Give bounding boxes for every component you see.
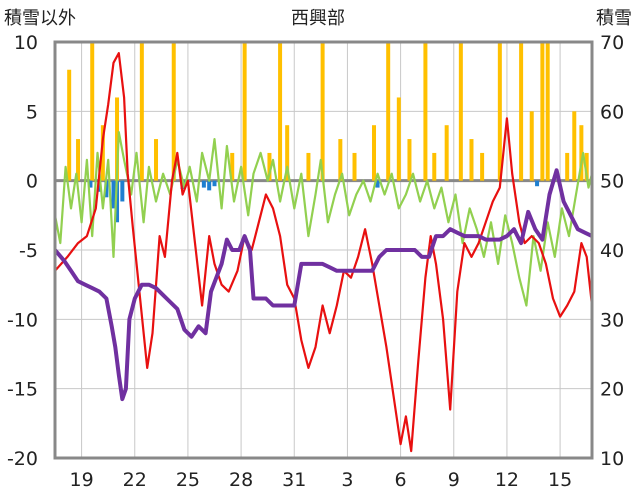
x-axis-ticks: 19 22 25 28 31 3 6 9 12 15: [69, 469, 572, 491]
temperature-line: [54, 51, 594, 453]
negative-bar: [535, 180, 540, 187]
negative-bar: [97, 180, 102, 192]
x-tick-label: 3: [341, 469, 353, 491]
x-tick-label: 28: [229, 469, 253, 491]
bar-series: [67, 42, 589, 223]
precip-bar: [115, 97, 120, 181]
right-tick-label: 70: [600, 32, 624, 54]
right-tick-label: 10: [600, 448, 624, 470]
precip-bar: [306, 152, 311, 181]
negative-bar: [111, 180, 116, 209]
precip-bar: [480, 152, 485, 181]
x-tick-label: 9: [448, 469, 460, 491]
left-tick-label: -20: [7, 448, 38, 470]
precip-bar: [278, 42, 283, 181]
left-tick-label: 10: [14, 32, 38, 54]
precip-bar: [444, 125, 449, 181]
x-tick-label: 25: [176, 469, 200, 491]
precip-bar: [432, 152, 437, 181]
right-tick-label: 40: [600, 240, 624, 262]
negative-bar: [375, 180, 380, 188]
precip-bar: [230, 152, 235, 181]
chart-title: 西興部: [291, 8, 345, 29]
left-tick-label: 0: [26, 171, 38, 193]
precip-bar: [584, 152, 589, 181]
negative-bar: [88, 180, 93, 188]
precip-bar: [396, 97, 401, 181]
left-tick-label: -15: [7, 379, 38, 401]
precip-bar: [529, 111, 534, 181]
right-axis-label: 積雪: [596, 8, 632, 29]
precip-bar: [90, 42, 95, 181]
negative-bar: [201, 180, 206, 188]
negative-bar: [120, 180, 125, 202]
precip-bar: [171, 42, 176, 181]
x-tick-label: 12: [495, 469, 519, 491]
snow-depth-line: [53, 168, 593, 402]
negative-bar: [115, 180, 120, 223]
precip-bar: [540, 42, 545, 181]
line-series: [53, 51, 594, 453]
precip-bar: [338, 139, 343, 181]
precip-bar: [320, 42, 325, 181]
right-tick-label: 30: [600, 309, 624, 331]
precip-bar: [458, 42, 463, 181]
left-tick-label: -5: [19, 240, 38, 262]
precip-bar: [407, 139, 412, 181]
left-axis-ticks: 10 5 0 -5 -10 -15 -20: [7, 32, 38, 470]
precip-bar: [372, 125, 377, 181]
right-tick-label: 50: [600, 171, 624, 193]
right-axis-ticks: 70 60 50 40 30 20 10: [600, 32, 624, 470]
left-tick-label: 5: [26, 101, 38, 123]
precip-bar: [285, 125, 290, 181]
precip-bar: [242, 42, 247, 181]
precip-bar: [572, 111, 577, 181]
precip-bar: [545, 42, 550, 181]
precip-bar: [67, 69, 72, 181]
left-axis-label: 積雪以外: [4, 8, 76, 29]
precip-bar: [469, 139, 474, 181]
plot-frame: [53, 40, 594, 460]
x-tick-label: 31: [282, 469, 306, 491]
x-tick-label: 19: [69, 469, 93, 491]
x-tick-label: 6: [395, 469, 407, 491]
precip-bar: [100, 125, 105, 181]
precip-bar: [267, 152, 272, 181]
precip-bar: [423, 42, 428, 181]
precip-bar: [497, 42, 502, 181]
negative-bar: [104, 180, 109, 198]
left-tick-label: -10: [7, 309, 38, 331]
negative-bar: [207, 180, 212, 191]
precip-bar: [76, 139, 81, 181]
right-tick-label: 20: [600, 379, 624, 401]
negative-bar: [212, 180, 217, 187]
precip-bar: [519, 42, 524, 181]
precip-bar: [565, 152, 570, 181]
precip-bar: [139, 42, 144, 181]
x-tick-label: 15: [548, 469, 572, 491]
precip-bar: [386, 42, 391, 181]
right-tick-label: 60: [600, 101, 624, 123]
x-tick-label: 22: [123, 469, 147, 491]
precip-bar: [579, 125, 584, 181]
precip-bar: [352, 152, 357, 181]
precip-bar: [154, 139, 159, 181]
